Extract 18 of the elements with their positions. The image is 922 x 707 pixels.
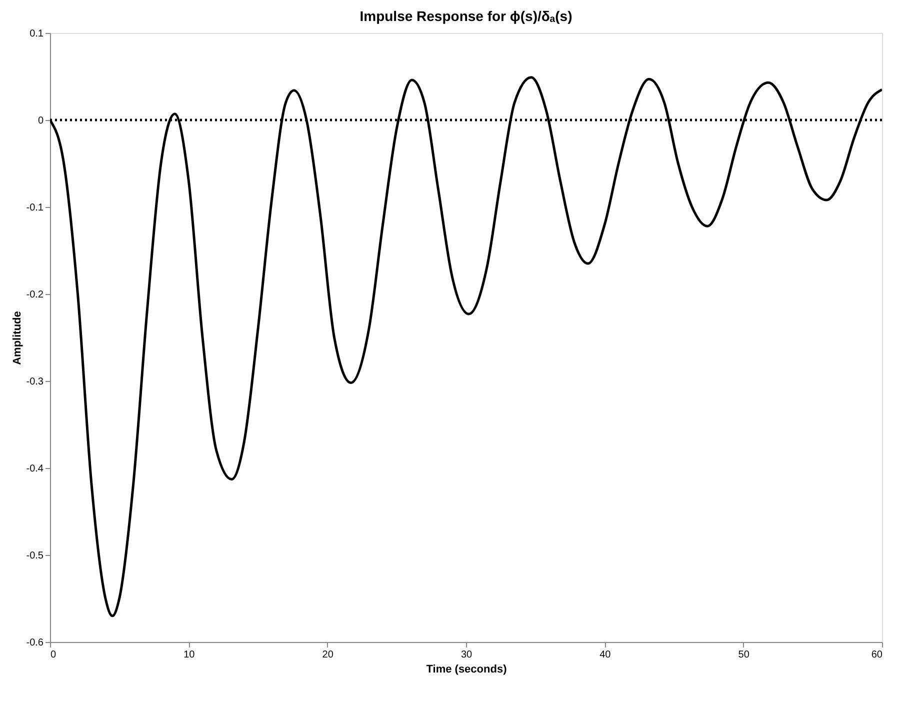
x-tick-label: 20: [322, 650, 334, 660]
y-tick-label: -0.6: [26, 638, 44, 648]
x-tick-label: 10: [184, 650, 196, 660]
y-tick-label: -0.2: [26, 290, 44, 300]
y-tick-label: -0.1: [26, 202, 44, 214]
x-axis-title: Time (seconds): [426, 664, 508, 676]
y-tick-label: 0.1: [30, 28, 44, 40]
x-tick-label: 0: [50, 650, 56, 660]
y-tick-label: 0: [38, 116, 44, 126]
y-tick-label: -0.4: [26, 464, 44, 474]
x-tick-label: 30: [460, 650, 472, 660]
y-tick-label: -0.5: [26, 550, 44, 562]
x-tick-label: 50: [738, 650, 750, 660]
y-tick-label: -0.3: [26, 376, 44, 388]
chart-title: Impulse Response for ϕ(s)/δₐ(s): [360, 8, 572, 24]
y-axis-title: Amplitude: [11, 311, 24, 365]
x-tick-label: 40: [600, 650, 612, 660]
x-tick-label: 60: [871, 650, 883, 660]
